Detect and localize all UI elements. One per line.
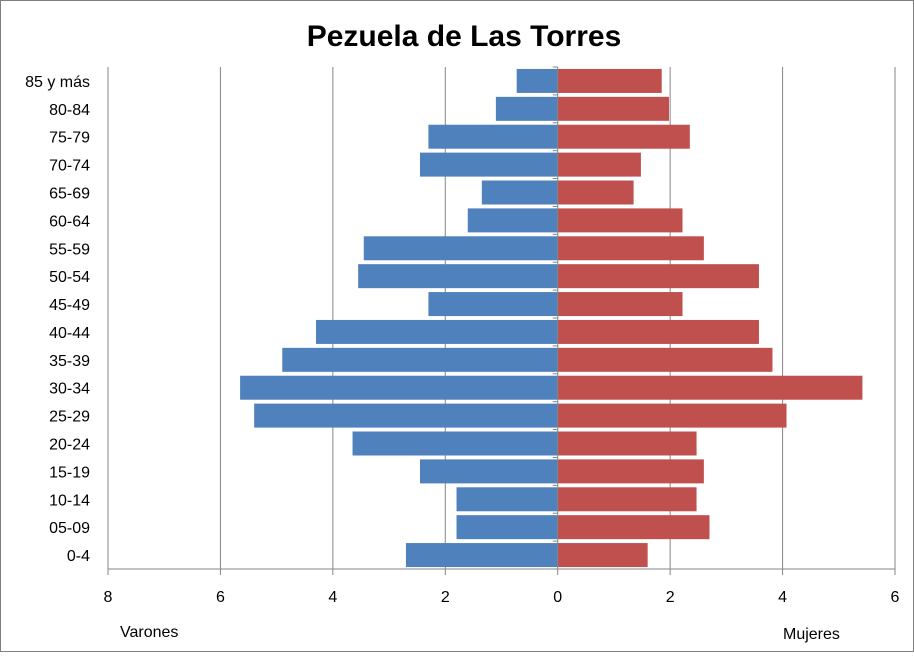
bar-mujeres	[557, 403, 787, 428]
x-tick-label: 6	[216, 589, 225, 606]
y-tick-label: 45-49	[49, 297, 90, 314]
bar-varones	[481, 180, 558, 205]
bar-varones	[358, 264, 558, 289]
bar-varones	[495, 96, 558, 121]
x-tick-label: 8	[104, 589, 113, 606]
y-tick-label: 80-84	[49, 102, 90, 119]
bar-mujeres	[557, 236, 704, 261]
y-tick-label: 25-29	[49, 409, 90, 426]
axes	[107, 66, 896, 575]
bar-varones	[315, 319, 558, 344]
bar-mujeres	[557, 319, 759, 344]
y-tick-label: 30-34	[49, 381, 90, 398]
bar-varones	[467, 208, 558, 233]
bar-mujeres	[557, 543, 648, 568]
bar-mujeres	[557, 459, 704, 484]
y-tick-label: 50-54	[49, 269, 90, 286]
bar-varones	[352, 431, 558, 456]
bar-varones	[405, 543, 558, 568]
y-tick-label: 20-24	[49, 437, 90, 454]
bar-mujeres	[557, 96, 670, 121]
bar-mujeres	[557, 68, 662, 93]
y-tick-label: 05-09	[49, 520, 90, 537]
bar-mujeres	[557, 124, 690, 149]
y-tick-labels: 85 y más 80-84 75-79 70-74 65-69 60-64 55-59 50…	[25, 74, 90, 565]
bar-mujeres	[557, 487, 697, 512]
x-tick-label: 2	[666, 589, 675, 606]
x-tick-labels: 8 6 4 2 0 2 4 6	[104, 589, 900, 606]
y-tick-label: 70-74	[49, 158, 90, 175]
bar-varones	[428, 124, 558, 149]
bar-varones	[240, 375, 558, 400]
right-axis-label-mujeres: Mujeres	[783, 626, 840, 643]
x-tick-label: 4	[328, 589, 337, 606]
y-tick-label: 85 y más	[25, 74, 90, 91]
bar-mujeres	[557, 152, 641, 177]
x-tick-label: 4	[778, 589, 787, 606]
bar-varones	[516, 68, 558, 93]
x-tick-label: 0	[553, 589, 562, 606]
bar-mujeres	[557, 292, 683, 317]
x-tick-label: 6	[891, 589, 900, 606]
bar-varones	[363, 236, 558, 261]
bar-mujeres	[557, 431, 697, 456]
gridlines	[107, 67, 896, 569]
left-axis-label-varones: Varones	[120, 624, 178, 641]
bar-mujeres	[557, 264, 759, 289]
bar-mujeres	[557, 180, 634, 205]
y-tick-label: 60-64	[49, 213, 90, 230]
x-tick-label: 2	[441, 589, 450, 606]
y-tick-label: 40-44	[49, 325, 90, 342]
y-tick-label: 15-19	[49, 464, 90, 481]
y-tick-label: 35-39	[49, 353, 90, 370]
bars	[240, 68, 863, 568]
y-tick-label: 75-79	[49, 130, 90, 147]
bar-varones	[456, 515, 558, 540]
y-tick-label: 10-14	[49, 492, 90, 509]
bar-mujeres	[557, 375, 863, 400]
bar-varones	[456, 487, 558, 512]
y-tick-label: 55-59	[49, 241, 90, 258]
bar-varones	[282, 347, 558, 372]
bar-varones	[428, 292, 558, 317]
bar-mujeres	[557, 347, 773, 372]
bar-mujeres	[557, 515, 710, 540]
y-tick-label: 0-4	[67, 548, 90, 565]
bar-varones	[419, 459, 558, 484]
chart-title: Pezuela de Las Torres	[307, 20, 622, 53]
bar-varones	[254, 403, 558, 428]
y-tick-label: 65-69	[49, 186, 90, 203]
bar-varones	[419, 152, 558, 177]
bar-mujeres	[557, 208, 683, 233]
